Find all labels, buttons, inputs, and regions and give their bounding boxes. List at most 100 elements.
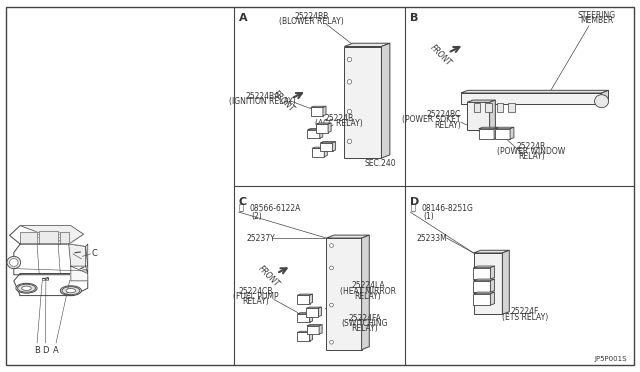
Polygon shape xyxy=(474,281,490,292)
Text: FRONT: FRONT xyxy=(428,44,452,68)
Polygon shape xyxy=(20,232,37,243)
Text: (FUEL PUMP: (FUEL PUMP xyxy=(233,292,279,301)
Polygon shape xyxy=(297,313,312,314)
Polygon shape xyxy=(310,313,312,322)
Polygon shape xyxy=(381,43,390,158)
Text: Ⓢ: Ⓢ xyxy=(239,204,244,213)
Polygon shape xyxy=(495,129,510,139)
Polygon shape xyxy=(297,333,310,341)
Polygon shape xyxy=(474,294,490,305)
Bar xyxy=(497,103,503,112)
Text: 25233M: 25233M xyxy=(417,234,447,243)
Polygon shape xyxy=(502,250,509,314)
Text: 25224BA: 25224BA xyxy=(245,92,280,100)
Polygon shape xyxy=(494,127,498,139)
Text: 25224BC: 25224BC xyxy=(426,110,461,119)
Polygon shape xyxy=(474,266,495,268)
Text: A: A xyxy=(53,346,59,355)
Text: Ⓑ: Ⓑ xyxy=(410,204,415,213)
Text: 25224BB: 25224BB xyxy=(294,12,329,20)
Polygon shape xyxy=(333,142,335,151)
Polygon shape xyxy=(297,314,310,322)
Polygon shape xyxy=(319,307,321,317)
Polygon shape xyxy=(307,130,320,138)
Text: 25224R: 25224R xyxy=(516,142,546,151)
Text: (HEAT MIRROR: (HEAT MIRROR xyxy=(340,286,396,295)
Text: C: C xyxy=(92,249,98,258)
Ellipse shape xyxy=(17,284,35,292)
Text: (POWER SOKET: (POWER SOKET xyxy=(403,115,461,124)
Text: STEERING: STEERING xyxy=(577,11,616,20)
Polygon shape xyxy=(312,148,324,157)
Polygon shape xyxy=(20,225,84,244)
Polygon shape xyxy=(316,124,328,132)
Polygon shape xyxy=(316,123,331,124)
Polygon shape xyxy=(602,90,609,104)
Polygon shape xyxy=(307,325,322,326)
Ellipse shape xyxy=(348,139,352,144)
Ellipse shape xyxy=(595,94,609,108)
Text: 25224B: 25224B xyxy=(324,114,354,123)
Polygon shape xyxy=(14,244,86,275)
Polygon shape xyxy=(474,279,495,281)
Ellipse shape xyxy=(330,303,333,307)
Polygon shape xyxy=(479,127,498,129)
Polygon shape xyxy=(310,331,312,341)
Bar xyxy=(474,103,480,112)
Polygon shape xyxy=(297,294,312,295)
Text: FRONT: FRONT xyxy=(271,89,296,114)
Polygon shape xyxy=(46,278,48,280)
Polygon shape xyxy=(39,231,58,243)
Text: JP5P001S: JP5P001S xyxy=(595,356,627,362)
Polygon shape xyxy=(461,90,609,93)
Ellipse shape xyxy=(66,289,76,293)
Text: RELAY): RELAY) xyxy=(355,292,381,301)
Polygon shape xyxy=(490,266,495,279)
Text: RELAY): RELAY) xyxy=(518,152,545,161)
Ellipse shape xyxy=(7,256,20,269)
Polygon shape xyxy=(362,235,369,350)
Polygon shape xyxy=(14,273,88,296)
Text: (SWITCHING: (SWITCHING xyxy=(342,319,388,328)
Text: (1): (1) xyxy=(423,212,434,221)
Polygon shape xyxy=(467,100,495,102)
Polygon shape xyxy=(326,235,369,238)
Polygon shape xyxy=(60,232,68,243)
Polygon shape xyxy=(324,147,327,157)
Text: (BLOWER RELAY): (BLOWER RELAY) xyxy=(279,17,344,26)
Ellipse shape xyxy=(330,244,333,247)
Text: (2): (2) xyxy=(252,212,262,221)
Ellipse shape xyxy=(348,109,352,114)
Polygon shape xyxy=(310,106,326,108)
Polygon shape xyxy=(320,142,335,143)
Ellipse shape xyxy=(348,80,352,84)
Text: SEC.240: SEC.240 xyxy=(365,158,397,167)
Text: FRONT: FRONT xyxy=(257,264,281,289)
Ellipse shape xyxy=(348,57,352,62)
Polygon shape xyxy=(71,266,88,281)
Polygon shape xyxy=(323,106,326,116)
Text: (IGNITION RELAY): (IGNITION RELAY) xyxy=(229,97,296,106)
Bar xyxy=(485,103,492,112)
Ellipse shape xyxy=(22,286,31,291)
Text: (POWER WINDOW: (POWER WINDOW xyxy=(497,147,565,156)
Polygon shape xyxy=(10,225,84,244)
Polygon shape xyxy=(344,43,390,46)
Polygon shape xyxy=(310,294,312,304)
Polygon shape xyxy=(297,331,312,333)
Ellipse shape xyxy=(60,286,81,296)
Polygon shape xyxy=(474,268,490,279)
Polygon shape xyxy=(42,278,45,280)
Polygon shape xyxy=(306,308,319,317)
Ellipse shape xyxy=(330,266,333,270)
Polygon shape xyxy=(461,93,602,104)
Text: 25224FA: 25224FA xyxy=(348,314,381,323)
Polygon shape xyxy=(510,127,514,139)
Polygon shape xyxy=(490,292,495,305)
Polygon shape xyxy=(307,326,319,334)
Text: (ETS RELAY): (ETS RELAY) xyxy=(502,312,548,321)
Polygon shape xyxy=(479,129,494,139)
Polygon shape xyxy=(307,129,323,130)
Text: A: A xyxy=(239,13,247,23)
Text: 25224LA: 25224LA xyxy=(351,281,385,290)
